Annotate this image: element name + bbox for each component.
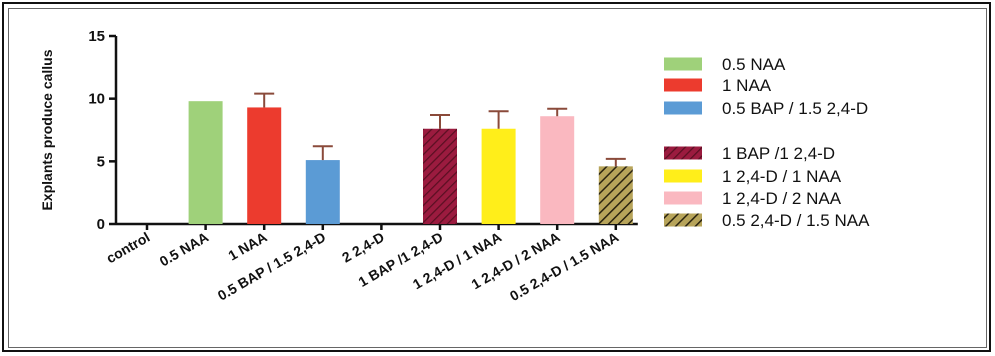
x-tick-label-control: control (103, 229, 152, 267)
legend: 0.5 NAA 1 NAA 0.5 BAP / 1.5 2,4-D 1 BAP /1 … (664, 55, 870, 230)
legend-swatch-0-5-bap-1-5-2-4-d (664, 101, 702, 115)
legend-label-1-2-4-d-1-naa: 1 2,4-D / 1 NAA (722, 167, 842, 186)
legend-label-0-5-naa: 0.5 NAA (722, 55, 786, 74)
y-tick-label: 15 (88, 28, 105, 45)
figure-inner-frame (8, 8, 987, 348)
y-axis-label: Explants produce callus (39, 49, 55, 210)
x-tick-label-0-5-naa: 0.5 NAA (157, 229, 211, 270)
legend-swatch-1-2-4-d-1-naa (664, 169, 702, 183)
legend-swatch-1-bap-1-2-4-d (664, 146, 702, 160)
figure-frame (2, 2, 991, 352)
legend-swatch-0-5-2-4-d-1-5-naa (664, 213, 702, 227)
bars (145, 92, 633, 230)
x-tick-label-1-naa: 1 NAA (225, 229, 269, 264)
bar-1-bap-1-2-4-d (423, 128, 457, 224)
legend-label-1-2-4-d-2-naa: 1 2,4-D / 2 NAA (722, 189, 842, 208)
x-tick-label-0-5-bap-1-5-2-4-d: 0.5 BAP / 1.5 2,4-D (215, 229, 329, 304)
bar-1-naa (247, 107, 282, 224)
bar-1-2-4-d-2-naa (540, 116, 575, 224)
bar-0-5-bap-1-5-2-4-d (305, 160, 340, 224)
legend-swatch-0-5-naa (664, 57, 702, 71)
legend-label-1-bap-1-2-4-d: 1 BAP /1 2,4-D (722, 144, 835, 163)
legend-label-1-naa: 1 NAA (722, 76, 772, 95)
legend-label-0-5-bap-1-5-2-4-d: 0.5 BAP / 1.5 2,4-D (722, 99, 868, 118)
y-tick-label: 10 (88, 91, 105, 108)
y-tick-label: 0 (97, 216, 105, 233)
bar-1-2-4-d-1-naa (481, 128, 516, 224)
bar-0-5-naa (188, 101, 223, 224)
x-tick-label-0-5-2-4-d-1-5-naa: 0.5 2,4-D / 1.5 NAA (507, 229, 621, 304)
legend-label-0-5-2-4-d-1-5-naa: 0.5 2,4-D / 1.5 NAA (722, 211, 870, 230)
x-tick-label-2-2-4-d: 2 2,4-D (339, 229, 387, 266)
y-tick-label: 5 (97, 153, 105, 170)
legend-swatch-1-naa (664, 78, 702, 92)
bar-0-5-2-4-d-1-5-naa (598, 166, 633, 224)
legend-swatch-1-2-4-d-2-naa (664, 191, 702, 205)
